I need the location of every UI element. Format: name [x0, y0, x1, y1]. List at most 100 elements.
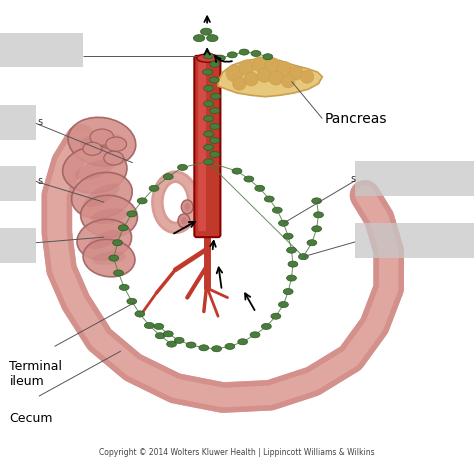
- FancyBboxPatch shape: [355, 223, 474, 258]
- Circle shape: [226, 65, 243, 82]
- Ellipse shape: [68, 117, 136, 166]
- Ellipse shape: [299, 254, 308, 259]
- Circle shape: [244, 72, 258, 86]
- Ellipse shape: [63, 146, 127, 193]
- Ellipse shape: [127, 299, 137, 305]
- Ellipse shape: [210, 108, 219, 114]
- Text: Copyright © 2014 Wolters Kluwer Health | Lippincott Williams & Wilkins: Copyright © 2014 Wolters Kluwer Health |…: [99, 448, 375, 457]
- Ellipse shape: [210, 77, 219, 83]
- Ellipse shape: [84, 183, 120, 207]
- Ellipse shape: [232, 168, 242, 174]
- Ellipse shape: [164, 331, 173, 337]
- Ellipse shape: [199, 345, 209, 351]
- Ellipse shape: [204, 53, 213, 59]
- FancyBboxPatch shape: [355, 161, 474, 196]
- FancyBboxPatch shape: [0, 33, 83, 67]
- Ellipse shape: [210, 61, 219, 67]
- Ellipse shape: [279, 302, 288, 308]
- Ellipse shape: [114, 270, 123, 276]
- Ellipse shape: [167, 341, 176, 347]
- Ellipse shape: [81, 195, 137, 237]
- Ellipse shape: [204, 144, 213, 150]
- Ellipse shape: [273, 207, 282, 213]
- Ellipse shape: [181, 217, 187, 225]
- Ellipse shape: [271, 313, 281, 319]
- Ellipse shape: [80, 133, 124, 151]
- Polygon shape: [218, 58, 322, 97]
- Ellipse shape: [72, 173, 132, 218]
- Ellipse shape: [75, 159, 115, 180]
- Ellipse shape: [283, 233, 293, 239]
- Ellipse shape: [164, 174, 173, 180]
- Ellipse shape: [314, 212, 323, 218]
- Ellipse shape: [127, 211, 137, 217]
- FancyBboxPatch shape: [0, 105, 36, 140]
- Ellipse shape: [186, 342, 196, 348]
- Text: Cecum: Cecum: [9, 412, 53, 425]
- Ellipse shape: [197, 54, 218, 62]
- Ellipse shape: [145, 323, 154, 329]
- Ellipse shape: [283, 288, 293, 295]
- Ellipse shape: [288, 261, 298, 267]
- Ellipse shape: [216, 55, 225, 61]
- FancyBboxPatch shape: [0, 228, 36, 263]
- Circle shape: [282, 75, 295, 88]
- Ellipse shape: [155, 333, 165, 339]
- Ellipse shape: [312, 226, 321, 232]
- Ellipse shape: [90, 129, 114, 146]
- Text: s: s: [37, 117, 42, 127]
- Ellipse shape: [312, 198, 321, 204]
- Ellipse shape: [204, 131, 213, 137]
- Ellipse shape: [118, 225, 128, 231]
- Ellipse shape: [264, 196, 274, 202]
- Circle shape: [265, 58, 280, 73]
- Ellipse shape: [287, 275, 296, 281]
- Ellipse shape: [207, 35, 218, 42]
- Circle shape: [277, 61, 292, 76]
- Ellipse shape: [178, 214, 190, 228]
- Ellipse shape: [106, 137, 127, 151]
- Ellipse shape: [287, 247, 296, 253]
- Ellipse shape: [104, 151, 124, 165]
- Ellipse shape: [201, 28, 212, 35]
- Ellipse shape: [204, 116, 213, 121]
- Ellipse shape: [109, 255, 118, 261]
- Ellipse shape: [137, 198, 147, 204]
- Ellipse shape: [263, 54, 273, 60]
- Ellipse shape: [244, 176, 254, 182]
- Ellipse shape: [307, 240, 317, 246]
- Ellipse shape: [210, 138, 219, 144]
- Circle shape: [257, 68, 272, 82]
- Ellipse shape: [250, 332, 260, 338]
- Circle shape: [252, 57, 267, 72]
- Ellipse shape: [251, 51, 261, 57]
- Ellipse shape: [238, 339, 247, 345]
- Circle shape: [233, 77, 246, 90]
- Ellipse shape: [203, 69, 212, 75]
- Ellipse shape: [154, 324, 164, 329]
- Ellipse shape: [91, 208, 128, 224]
- Ellipse shape: [181, 200, 193, 214]
- FancyBboxPatch shape: [0, 166, 36, 201]
- Ellipse shape: [184, 203, 190, 211]
- Ellipse shape: [239, 49, 249, 55]
- Ellipse shape: [204, 101, 213, 106]
- Ellipse shape: [210, 152, 219, 157]
- Circle shape: [239, 60, 254, 75]
- Ellipse shape: [149, 186, 159, 192]
- Ellipse shape: [255, 186, 264, 192]
- Ellipse shape: [119, 284, 129, 290]
- Ellipse shape: [211, 93, 220, 100]
- Ellipse shape: [178, 165, 187, 171]
- Text: Pancreas: Pancreas: [325, 112, 387, 126]
- Ellipse shape: [88, 230, 121, 249]
- Ellipse shape: [225, 343, 235, 350]
- Ellipse shape: [228, 52, 237, 58]
- Ellipse shape: [174, 338, 184, 343]
- FancyBboxPatch shape: [198, 62, 206, 231]
- Ellipse shape: [92, 251, 126, 265]
- Circle shape: [289, 66, 303, 80]
- Ellipse shape: [212, 346, 221, 352]
- Text: Terminal
ileum: Terminal ileum: [9, 360, 63, 388]
- Circle shape: [269, 71, 283, 85]
